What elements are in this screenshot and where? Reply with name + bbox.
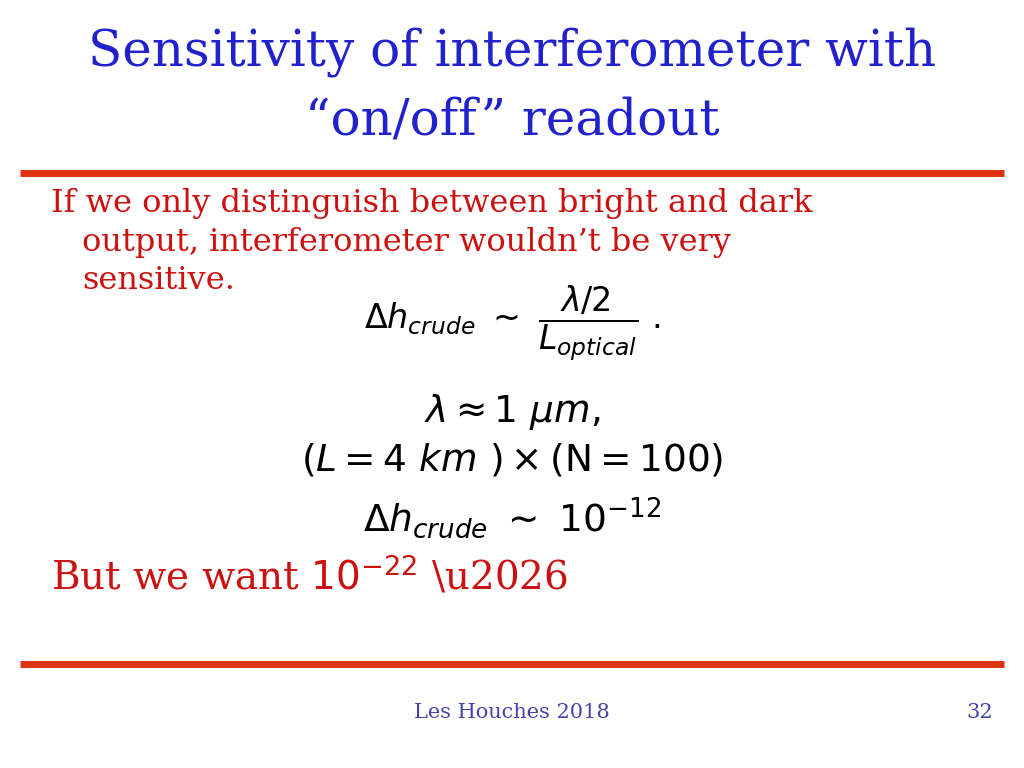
Text: output, interferometer wouldn’t be very: output, interferometer wouldn’t be very [82, 227, 731, 257]
Text: 32: 32 [967, 703, 993, 722]
Text: But we want $10^{-22}$ \u2026: But we want $10^{-22}$ \u2026 [51, 554, 568, 598]
Text: $\lambda \approx 1\ \mu m,$: $\lambda \approx 1\ \mu m,$ [424, 392, 600, 432]
Text: $\Delta h_{\mathit{crude}}\ \sim\ \dfrac{\lambda/2}{L_{\mathit{optical}}}\ .$: $\Delta h_{\mathit{crude}}\ \sim\ \dfrac… [364, 284, 660, 363]
Text: $( L = 4\ \mathit{km}\ ) \times (\mathrm{N} = 100)$: $( L = 4\ \mathit{km}\ ) \times (\mathrm… [301, 442, 723, 478]
Text: sensitive.: sensitive. [82, 265, 234, 296]
Text: If we only distinguish between bright and dark: If we only distinguish between bright an… [51, 188, 813, 219]
Text: Les Houches 2018: Les Houches 2018 [414, 703, 610, 722]
Text: “on/off” readout: “on/off” readout [305, 96, 719, 145]
Text: Sensitivity of interferometer with: Sensitivity of interferometer with [88, 27, 936, 77]
Text: $\Delta h_{\mathit{crude}}\ \sim\ 10^{-12}$: $\Delta h_{\mathit{crude}}\ \sim\ 10^{-1… [362, 495, 662, 540]
